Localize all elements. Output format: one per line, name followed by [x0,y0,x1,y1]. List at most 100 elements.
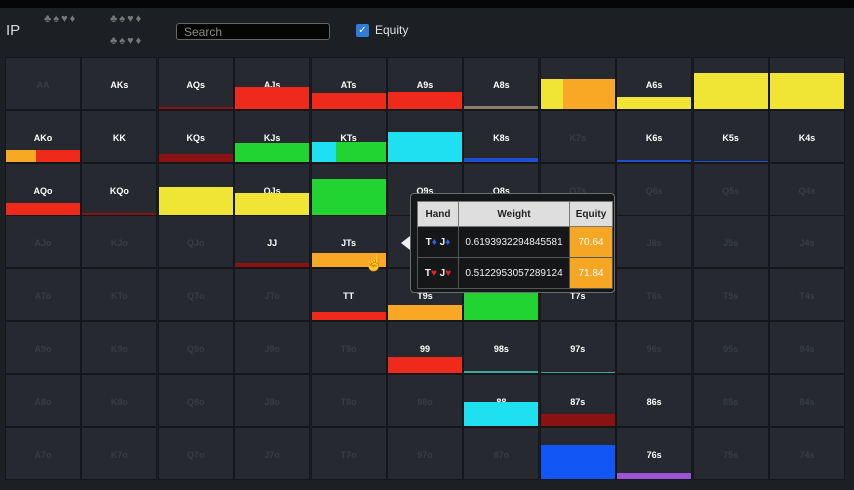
hand-cell-kjo[interactable]: KJo [81,215,158,269]
hand-cell-t4s[interactable]: T4s [769,268,845,322]
hand-cell-87s[interactable]: 87s [539,373,616,427]
hand-cell-k9s[interactable]: K9s [387,109,463,163]
search-input[interactable] [176,23,330,40]
hand-cell-qjo[interactable]: QJo [157,215,234,269]
hand-cell-kqo[interactable]: KQo [81,162,158,216]
hand-label: J5s [723,238,739,249]
hand-cell-ajo[interactable]: AJo [5,215,81,269]
hand-cell-q9o[interactable]: Q9o [157,321,234,374]
hand-cell-aqs[interactable]: AQs [157,57,234,110]
hand-cell-a9s[interactable]: A9s [387,57,463,110]
hand-cell-k4s[interactable]: K4s [769,109,845,163]
hand-cell-74s[interactable]: 74s [769,426,845,480]
hand-cell-ako[interactable]: AKo [5,109,81,163]
hand-cell-aa[interactable]: AA [5,57,81,110]
hand-label: AJs [263,80,281,90]
hand-cell-q6s[interactable]: Q6s [616,162,693,216]
hand-cell-ats[interactable]: ATs [310,57,387,110]
hand-cell-k6s[interactable]: K6s [616,109,693,163]
hand-cell-a7o[interactable]: A7o [5,426,81,480]
hand-cell-j7o[interactable]: J7o [234,426,311,480]
diamond-icon: ♦ [445,236,451,248]
hand-cell-t6s[interactable]: T6s [616,268,693,322]
hand-cell-98o[interactable]: 98o [387,373,463,427]
hand-cell-kto[interactable]: KTo [81,268,158,322]
hand-cell-99[interactable]: 99 [387,321,463,374]
hand-cell-j5s[interactable]: J5s [692,215,769,269]
hand-cell-j9o[interactable]: J9o [234,321,311,374]
hand-cell-kjs[interactable]: KJs [234,109,311,163]
hand-cell-a8s[interactable]: A8s [463,57,540,110]
bar-segment [464,157,539,162]
hand-cell-a8o[interactable]: A8o [5,373,81,427]
hand-cell-q7o[interactable]: Q7o [157,426,234,480]
hand-cell-a9o[interactable]: A9o [5,321,81,374]
bar-segment [464,371,539,373]
bar-segment [540,444,615,479]
hand-cell-jto[interactable]: JTo [234,268,311,322]
hand-cell-85s[interactable]: 85s [692,373,769,427]
hand-cell-qto[interactable]: QTo [157,268,234,322]
hand-cell-aks[interactable]: AKs [81,57,158,110]
action-frequency-bar [540,79,615,109]
table-row: T♥ J♥ 0.5122953057289124 71.84 [417,257,613,289]
hand-cell-aqo[interactable]: AQo [5,162,81,216]
hand-cell-97o[interactable]: 97o [387,426,463,480]
hand-cell-a5s[interactable]: A5s [692,57,769,110]
hand-cell-94s[interactable]: 94s [769,321,845,374]
hand-cell-a6s[interactable]: A6s [616,57,693,110]
hand-cell-76s[interactable]: 76s [616,426,693,480]
hand-cell-98s[interactable]: 98s [463,321,540,374]
hand-cell-a7s[interactable]: A7s [539,57,616,110]
hand-cell-qts[interactable]: QTs [310,162,387,216]
hand-cell-tt[interactable]: TT [310,268,387,322]
hand-cell-q8o[interactable]: Q8o [157,373,234,427]
hand-cell-kqs[interactable]: KQs [157,109,234,163]
hand-cell-88[interactable]: 88 [463,373,540,427]
hand-cell-95s[interactable]: 95s [692,321,769,374]
hand-cell-kk[interactable]: KK [81,109,158,163]
hand-cell-k8o[interactable]: K8o [81,373,158,427]
hand-cell-k5s[interactable]: K5s [692,109,769,163]
card-rank: J [439,267,446,279]
hand-cell-87o[interactable]: 87o [463,426,540,480]
hand-cell-97s[interactable]: 97s [539,321,616,374]
hand-cell-t5s[interactable]: T5s [692,268,769,322]
hand-cell-t9o[interactable]: T9o [310,321,387,374]
hand-cell-t7o[interactable]: T7o [310,426,387,480]
hand-cell-k9o[interactable]: K9o [81,321,158,374]
hand-cell-j8o[interactable]: J8o [234,373,311,427]
suit-filter-row-2[interactable]: ♣♠♥♦ [110,13,144,25]
combo-table: Hand Weight Equity T♦ J♦ 0.6193932294845… [417,201,613,289]
equity-toggle[interactable]: ✓ Equity [356,23,408,37]
action-frequency-bar [6,202,80,215]
hand-cell-k8s[interactable]: K8s [463,109,540,163]
hand-cell-k7o[interactable]: K7o [81,426,158,480]
hand-cell-kts[interactable]: KTs [310,109,387,163]
hand-cell-ajs[interactable]: AJs [234,57,311,110]
hand-cell-qq[interactable]: QQ [157,162,234,216]
hand-cell-a4s[interactable]: A4s [769,57,845,110]
bar-segment [693,160,768,162]
hand-cell-77[interactable]: 77 [539,426,616,480]
equity-checkbox[interactable]: ✓ [356,23,369,37]
hand-cell-84s[interactable]: 84s [769,373,845,427]
hand-cell-96s[interactable]: 96s [616,321,693,374]
hand-cell-j6s[interactable]: J6s [616,215,693,269]
hand-cell-jts[interactable]: JTs [310,215,387,269]
suit-filter-row-3[interactable]: ♣♠♥♦ [110,35,144,47]
hand-cell-q4s[interactable]: Q4s [769,162,845,216]
hand-cell-k7s[interactable]: K7s [539,109,616,163]
action-frequency-bar [235,87,310,109]
hand-cell-jj[interactable]: JJ [234,215,311,269]
hand-cell-t8o[interactable]: T8o [310,373,387,427]
hand-cell-86s[interactable]: 86s [616,373,693,427]
hand-cell-qjs[interactable]: QJs [234,162,311,216]
hand-cell-75s[interactable]: 75s [692,426,769,480]
hand-label: K9o [110,344,128,354]
hand-cell-ato[interactable]: ATo [5,268,81,322]
hand-cursor-icon: ☝ [364,255,384,272]
hand-cell-j4s[interactable]: J4s [769,215,845,269]
hand-cell-q5s[interactable]: Q5s [692,162,769,216]
suit-filter-row-1[interactable]: ♣♠♥♦ [44,13,78,25]
